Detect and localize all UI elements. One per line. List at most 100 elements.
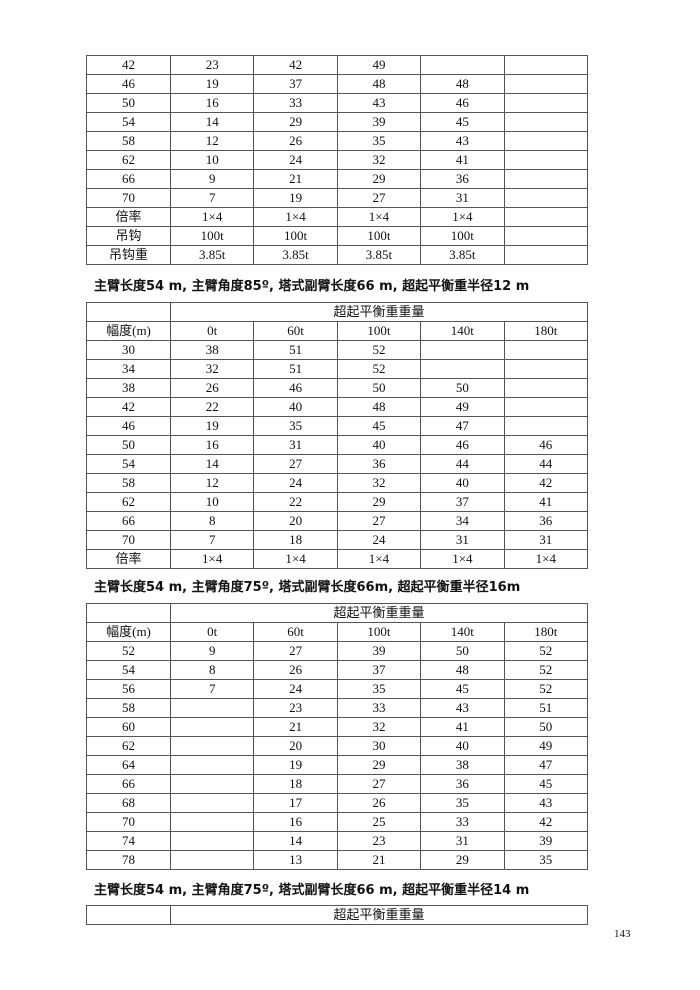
- table-cell: 29: [253, 112, 338, 132]
- table-cell: 27: [336, 774, 422, 794]
- table-cell: 46: [253, 378, 338, 398]
- table-cell: 9: [169, 169, 255, 189]
- table-cell: 41: [503, 492, 589, 512]
- table-cell: 38: [169, 340, 255, 360]
- table-caption-2: 主臂长度54 m, 主臂角度85º, 塔式副臂长度66 m, 超起平衡重半径12…: [94, 279, 530, 294]
- table-cell: 1×4: [253, 207, 338, 227]
- table-cell: 14: [169, 112, 255, 132]
- table-cell: [169, 736, 255, 756]
- table-cell: 70: [86, 188, 171, 208]
- table-row: 62 20 30 40 49: [86, 736, 589, 756]
- table-cell: [503, 378, 589, 398]
- table-cell: 35: [503, 850, 589, 870]
- empty-header-cell: [86, 302, 171, 322]
- table-cell: 8: [169, 660, 255, 680]
- table-cell: 66: [86, 774, 171, 794]
- table-cell: 12: [169, 473, 255, 493]
- empty-header-cell: [86, 905, 171, 925]
- table-cell: 1×4: [169, 549, 255, 569]
- table-cell: 22: [169, 397, 255, 417]
- table-cell: 24: [253, 473, 338, 493]
- table-cell: 32: [336, 150, 422, 170]
- table-row: 42 22 40 48 49: [86, 397, 589, 417]
- table-cell: 1×4: [336, 207, 422, 227]
- table-row: 60 21 32 41 50: [86, 717, 589, 737]
- table-cell: 45: [420, 112, 505, 132]
- table-cell: 52: [336, 340, 422, 360]
- table-cell: 35: [253, 416, 338, 436]
- column-header: 100t: [336, 321, 422, 341]
- group-header: 超起平衡重重量: [170, 302, 588, 322]
- table-header-row: 超起平衡重重量: [86, 905, 588, 925]
- table-cell: [169, 774, 255, 794]
- table-cell: 21: [336, 850, 422, 870]
- table-cell: 39: [336, 641, 422, 661]
- table-cell: 50: [86, 93, 171, 113]
- table-row: 62 10 24 32 41: [86, 150, 589, 170]
- table-cell: 34: [420, 511, 505, 531]
- table-cell: 1×4: [253, 549, 338, 569]
- table-cell: 66: [86, 169, 171, 189]
- table-cell: 23: [169, 55, 255, 75]
- table-cell: 68: [86, 793, 171, 813]
- table-row: 46 19 37 48 48: [86, 74, 589, 94]
- table-cell: 17: [253, 793, 338, 813]
- table-row: 78 13 21 29 35: [86, 850, 589, 870]
- table-cell: 14: [253, 831, 338, 851]
- column-header: 幅度(m): [86, 622, 171, 642]
- table-cell: [169, 831, 255, 851]
- table-row: 30 38 51 52: [86, 340, 589, 360]
- table-cell: 47: [503, 755, 589, 775]
- table-row: 66 18 27 36 45: [86, 774, 589, 794]
- table-row: 38 26 46 50 50: [86, 378, 589, 398]
- table-cell: 50: [503, 717, 589, 737]
- table-cell: [503, 226, 589, 246]
- table-cell: 40: [420, 473, 505, 493]
- column-header: 0t: [169, 321, 255, 341]
- table-cell: [420, 340, 505, 360]
- table-cell: 1×4: [420, 549, 505, 569]
- table-cell: 54: [86, 454, 171, 474]
- table-cell: 42: [86, 55, 171, 75]
- table-cell: 51: [503, 698, 589, 718]
- group-header: 超起平衡重重量: [170, 905, 588, 925]
- table-cell: 30: [86, 340, 171, 360]
- table-cell: [503, 397, 589, 417]
- table-cell: 41: [420, 717, 505, 737]
- table-row: 70 7 19 27 31: [86, 188, 589, 208]
- table-cell: 48: [420, 74, 505, 94]
- table-cell: [503, 74, 589, 94]
- table-cell: 26: [253, 131, 338, 151]
- table-cell: [420, 359, 505, 379]
- table-cell: [503, 112, 589, 132]
- table-cell: 54: [86, 112, 171, 132]
- table-cell: 38: [420, 755, 505, 775]
- table-cell: 78: [86, 850, 171, 870]
- table-cell: 42: [253, 55, 338, 75]
- table-cell: 7: [169, 188, 255, 208]
- load-table-3: 超起平衡重重量 幅度(m) 0t 60t 100t 140t 180t 52 9 27 39 50 52…: [86, 603, 589, 870]
- table-cell: 58: [86, 131, 171, 151]
- column-header: 幅度(m): [86, 321, 171, 341]
- table-row: 64 19 29 38 47: [86, 755, 589, 775]
- table-cell: 24: [336, 530, 422, 550]
- table-cell: 42: [86, 397, 171, 417]
- table-row: 吊钩 100t 100t 100t 100t: [86, 226, 589, 246]
- table-cell: 18: [253, 530, 338, 550]
- table-cell: [503, 188, 589, 208]
- table-cell: 1×4: [420, 207, 505, 227]
- table-cell: [503, 93, 589, 113]
- table-cell: 58: [86, 473, 171, 493]
- table-row: 倍率 1×4 1×4 1×4 1×4: [86, 207, 589, 227]
- table-cell: 18: [253, 774, 338, 794]
- table-cell: 52: [336, 359, 422, 379]
- column-header-row: 幅度(m) 0t 60t 100t 140t 180t: [86, 622, 589, 642]
- table-cell: 66: [86, 511, 171, 531]
- table-row: 54 14 27 36 44 44: [86, 454, 589, 474]
- table-cell: 19: [253, 188, 338, 208]
- table-cell: 31: [420, 530, 505, 550]
- table-row: 54 14 29 39 45: [86, 112, 589, 132]
- table-cell: 60: [86, 717, 171, 737]
- table-cell: 43: [336, 93, 422, 113]
- table-cell: 7: [169, 530, 255, 550]
